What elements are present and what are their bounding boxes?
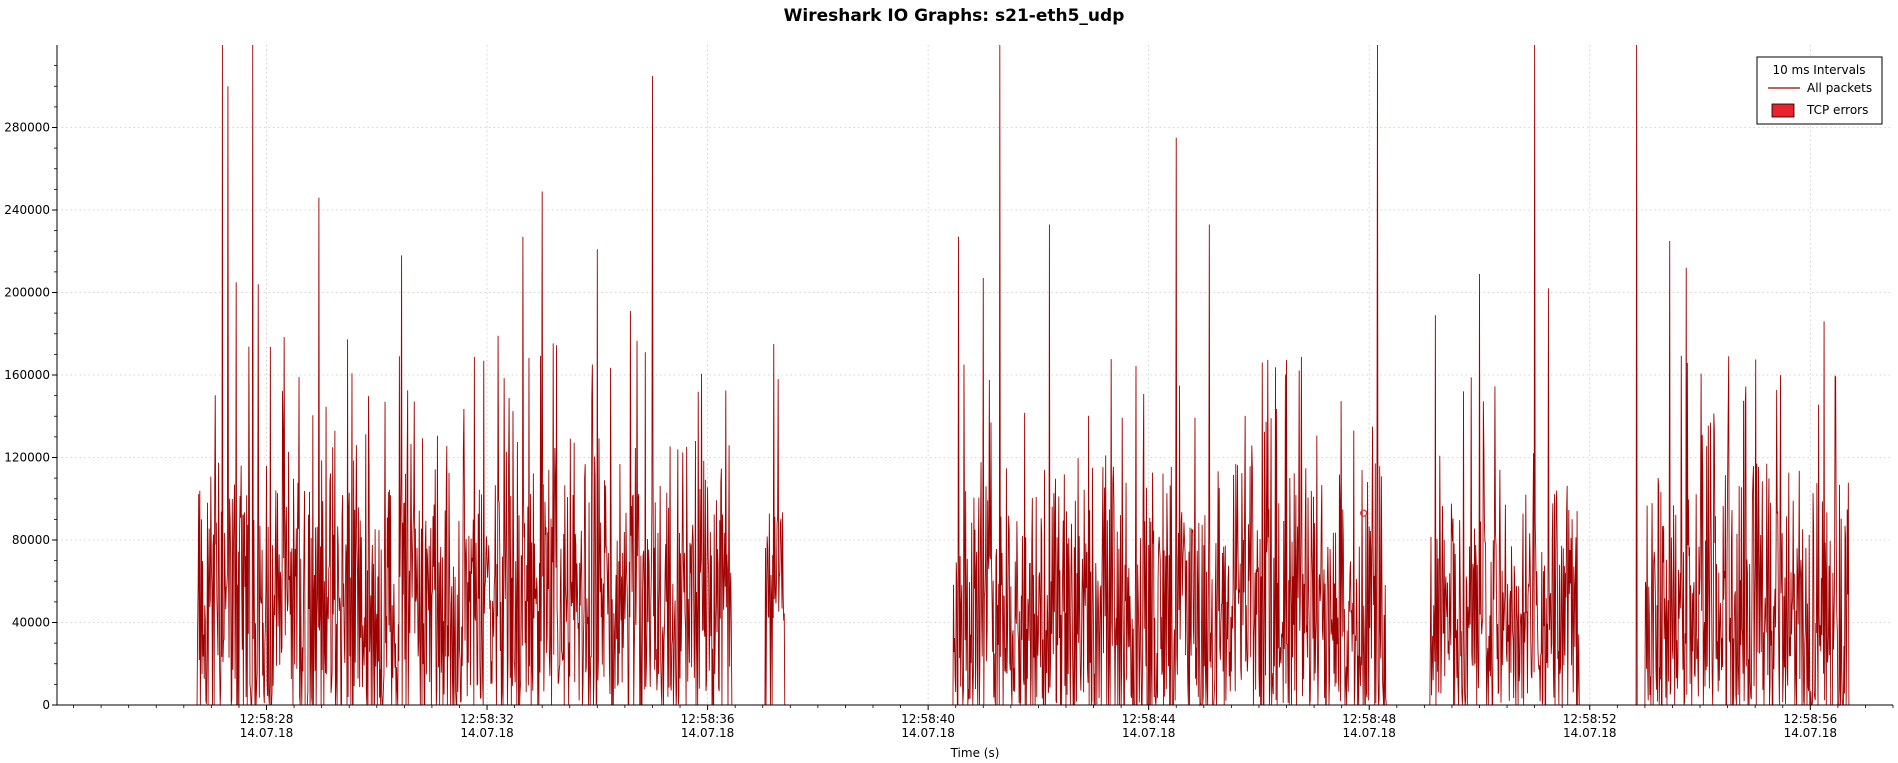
x-tick-time-label: 12:58:28 [240,712,294,726]
x-tick-date-label: 14.07.18 [681,726,734,740]
y-tick-label: 160000 [4,368,50,382]
y-tick-label: 240000 [4,203,50,217]
chart-title: Wireshark IO Graphs: s21-eth5_udp [784,6,1125,26]
x-tick-date-label: 14.07.18 [1122,726,1175,740]
x-tick-date-label: 14.07.18 [240,726,293,740]
y-tick-label: 0 [42,698,50,712]
x-tick-date-label: 14.07.18 [901,726,954,740]
legend-tcp-errors-label: TCP errors [1806,103,1868,117]
legend-all-packets-label: All packets [1807,81,1872,95]
y-tick-label: 80000 [12,533,50,547]
y-tick-label: 40000 [12,616,50,630]
x-tick-date-label: 14.07.18 [460,726,513,740]
x-tick-time-label: 12:58:32 [460,712,514,726]
series-tcp-errors-point [1360,509,1368,517]
axis-layer: 0 40000 80000 120000 160000 200000 240000 28000… [4,45,1894,740]
x-tick-time-label: 12:58:44 [1122,712,1176,726]
x-tick-time-label: 12:58:48 [1342,712,1396,726]
x-tick-date-label: 14.07.18 [1784,726,1837,740]
x-tick-date-label: 14.07.18 [1342,726,1395,740]
x-tick-time-label: 12:58:56 [1783,712,1837,726]
legend-title: 10 ms Intervals [1772,63,1865,77]
y-tick-label: 280000 [4,121,50,135]
x-tick-time-label: 12:58:36 [681,712,735,726]
x-tick-time-label: 12:58:52 [1563,712,1617,726]
y-tick-label: 120000 [4,451,50,465]
x-tick-date-label: 14.07.18 [1563,726,1616,740]
chart-legend[interactable]: 10 ms Intervals All packets TCP errors [1756,56,1883,125]
y-tick-label: 200000 [4,286,50,300]
x-tick-time-label: 12:58:40 [901,712,955,726]
legend-tcp-errors-swatch [1771,103,1795,118]
x-axis-label: Time (s) [950,746,1000,760]
